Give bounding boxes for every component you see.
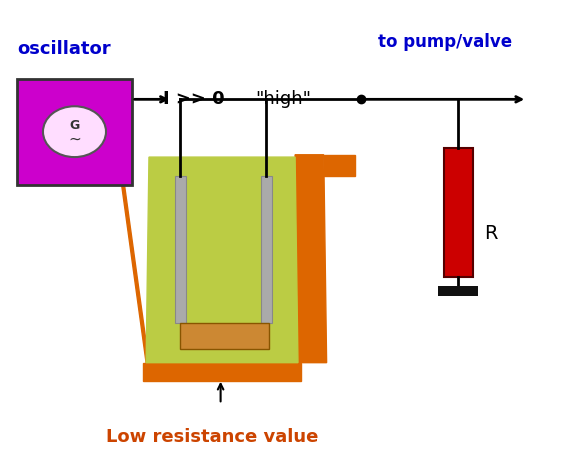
Polygon shape bbox=[89, 155, 120, 176]
Bar bbox=[180, 323, 269, 349]
Circle shape bbox=[43, 106, 106, 157]
Polygon shape bbox=[324, 155, 355, 176]
Text: "high": "high" bbox=[255, 91, 311, 108]
Text: G: G bbox=[69, 119, 80, 132]
Text: ~: ~ bbox=[68, 132, 81, 146]
Polygon shape bbox=[146, 157, 298, 363]
Bar bbox=[261, 176, 272, 323]
Bar bbox=[438, 286, 478, 296]
Text: R: R bbox=[484, 224, 498, 243]
Polygon shape bbox=[295, 155, 327, 363]
Polygon shape bbox=[143, 363, 301, 381]
Text: I >> 0: I >> 0 bbox=[163, 91, 225, 108]
Text: Low resistance value: Low resistance value bbox=[106, 428, 318, 446]
Text: to pump/valve: to pump/valve bbox=[378, 33, 512, 50]
Polygon shape bbox=[117, 155, 149, 363]
Bar bbox=[175, 176, 186, 323]
Text: oscillator: oscillator bbox=[17, 40, 111, 58]
Bar bbox=[17, 79, 132, 185]
Bar bbox=[444, 148, 473, 277]
